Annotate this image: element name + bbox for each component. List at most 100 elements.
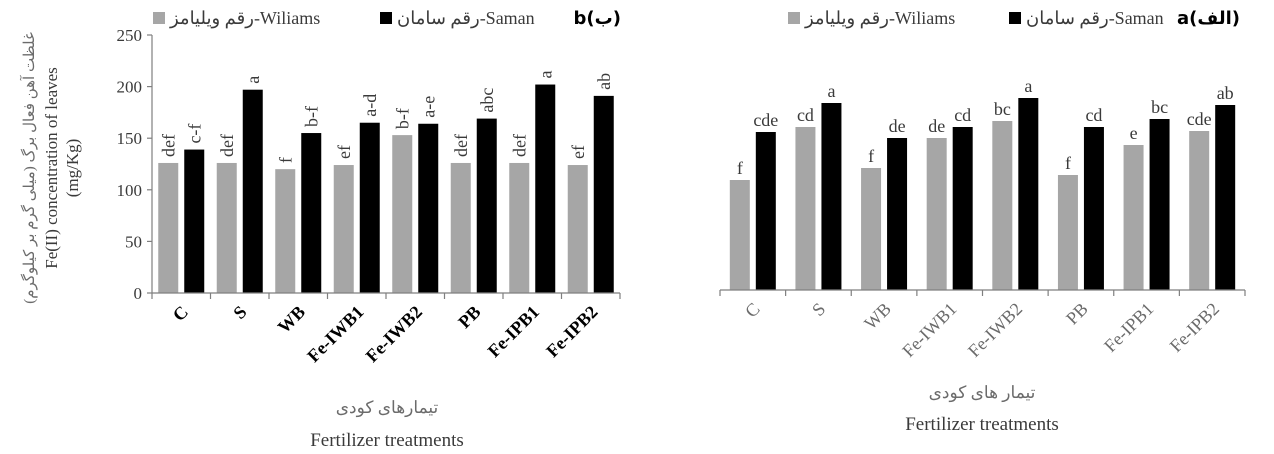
bar-saman	[821, 103, 842, 290]
significance-label: def	[158, 134, 178, 157]
bar-williams	[1189, 131, 1210, 290]
significance-label: a-d	[360, 94, 380, 117]
significance-label: cde	[1187, 109, 1212, 129]
significance-label: de	[928, 116, 945, 136]
x-tick-label: Fe-IPB1	[484, 302, 543, 361]
significance-label: ab	[594, 73, 614, 90]
bar-saman	[184, 149, 205, 293]
x-tick-label: WB	[860, 299, 895, 334]
significance-label: e	[1130, 123, 1138, 143]
bar-saman	[1083, 127, 1104, 290]
x-tick-label: WB	[274, 302, 309, 337]
significance-label: a	[1024, 76, 1032, 96]
x-tick-label: Fe-IPB2	[542, 302, 601, 361]
y-tick-label: 150	[117, 129, 143, 148]
x-tick-label: PB	[454, 302, 484, 332]
x-tick-label: C	[741, 299, 764, 322]
x-tick-label: Fe-IWB2	[362, 302, 426, 366]
bar-williams	[158, 162, 179, 293]
bar-williams	[992, 121, 1013, 290]
bar-williams	[216, 162, 237, 293]
significance-label: f	[275, 157, 295, 163]
x-tick-label: Fe-IWB1	[898, 299, 960, 361]
significance-label: a-e	[418, 96, 438, 118]
x-tick-label: PB	[1062, 299, 1092, 329]
bar-williams	[333, 165, 354, 293]
x-tick-label: S	[229, 302, 250, 323]
panel-label-a: a(الف)	[1177, 8, 1240, 29]
bar-williams	[729, 180, 750, 290]
legend-swatch-saman	[380, 12, 392, 24]
bar-saman	[301, 133, 322, 293]
bar-saman	[476, 118, 497, 293]
significance-label: cd	[1085, 105, 1102, 125]
bar-saman	[755, 132, 776, 290]
panel-label-b: b(ب)	[574, 8, 621, 29]
bar-saman	[359, 122, 380, 293]
bar-saman	[418, 123, 439, 293]
significance-label: f	[1065, 153, 1071, 173]
x-tick-label: Fe-IWB1	[303, 302, 367, 366]
bar-saman	[952, 127, 973, 290]
bar-williams	[1123, 145, 1144, 290]
significance-label: a	[827, 81, 835, 101]
x-axis-title-en: Fertilizer treatments	[310, 430, 464, 451]
significance-label: a	[243, 76, 263, 84]
y-axis-title-fa: غلظت آهن فعال برگ (میلی گرم بر کیلوگرم)	[20, 32, 38, 304]
bar-saman	[242, 89, 263, 293]
significance-label: f	[868, 146, 874, 166]
significance-label: c-f	[184, 124, 204, 144]
legend-label-williams: رقم ویلیامز-Wiliams	[169, 8, 320, 29]
significance-label: def	[451, 134, 471, 157]
significance-label: de	[889, 116, 906, 136]
significance-label: cde	[753, 110, 778, 130]
y-tick-label: 0	[134, 284, 143, 303]
significance-label: ab	[1217, 83, 1234, 103]
bar-williams	[795, 127, 816, 290]
bar-saman	[593, 95, 614, 293]
chart-panel-b: رقم ویلیامز-Wiliams رقم سامان-Saman b(ب)…	[20, 8, 621, 451]
significance-label: def	[217, 134, 237, 157]
legend-label-saman: رقم سامان-Saman	[397, 8, 535, 29]
y-tick-label: 250	[117, 26, 143, 45]
significance-label: def	[509, 134, 529, 157]
significance-label: cd	[954, 105, 971, 125]
bar-saman	[1149, 119, 1170, 290]
legend-swatch-williams	[788, 12, 800, 24]
y-axis-title-en: Fe(II) concentration of leaves	[42, 67, 61, 269]
x-tick-label: Fe-IPB2	[1166, 299, 1223, 356]
bar-williams	[926, 138, 947, 290]
bar-williams	[509, 162, 530, 293]
bar-williams	[861, 168, 882, 290]
chart-panel-a: رقم ویلیامز-Wiliams رقم سامان-Saman a(ال…	[719, 8, 1246, 435]
significance-label: b-f	[301, 106, 321, 127]
x-tick-label: Fe-IPB1	[1100, 299, 1157, 356]
significance-label: b-f	[392, 108, 412, 129]
x-axis-title-en: Fertilizer treatments	[905, 414, 1059, 435]
bar-saman	[1215, 105, 1236, 290]
bar-williams	[275, 169, 296, 293]
x-axis-title-fa: تیمارهای کودی	[336, 398, 439, 418]
legend-label-saman: رقم سامان-Saman	[1026, 8, 1164, 29]
bar-williams	[450, 162, 471, 293]
x-tick-label: Fe-IWB2	[964, 299, 1026, 361]
significance-label: bc	[1151, 97, 1168, 117]
significance-label: a	[535, 71, 555, 79]
bar-saman	[887, 138, 908, 290]
bar-saman	[535, 84, 556, 293]
significance-label: cd	[797, 105, 814, 125]
y-tick-label: 50	[125, 232, 142, 251]
legend-label-williams: رقم ویلیامز-Wiliams	[804, 8, 955, 29]
bar-williams	[392, 135, 413, 293]
bar-saman	[1018, 98, 1039, 290]
y-tick-label: 100	[117, 181, 143, 200]
x-tick-label: S	[808, 299, 829, 320]
y-axis-unit: (mg/Kg)	[63, 139, 82, 198]
bar-williams	[567, 165, 588, 293]
x-tick-label: C	[169, 302, 192, 325]
significance-label: ef	[568, 145, 588, 159]
significance-label: ef	[334, 145, 354, 159]
legend-swatch-williams	[153, 12, 165, 24]
significance-label: f	[737, 158, 743, 178]
